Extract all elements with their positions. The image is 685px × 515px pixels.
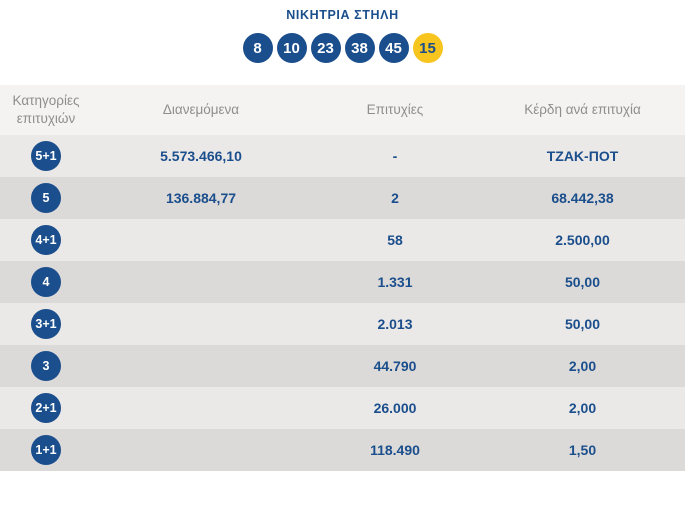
header-winners: Επιτυχίες bbox=[366, 101, 424, 117]
winning-number-ball-2: 10 bbox=[276, 33, 307, 63]
header-categories: Κατηγορίες επιτυχιών bbox=[12, 92, 80, 126]
prize-value: 2,00 bbox=[568, 400, 597, 416]
prize-value: 2,00 bbox=[568, 358, 597, 374]
winning-number-ball-3: 23 bbox=[310, 33, 341, 63]
category-badge: 4 bbox=[31, 267, 61, 297]
winning-number-ball-5: 45 bbox=[378, 33, 409, 63]
table-row: 5+1 5.573.466,10 - ΤΖΑΚ-ΠΟΤ bbox=[0, 135, 685, 177]
prize-value: 1,50 bbox=[568, 442, 597, 458]
table-row: 3+1 2.013 50,00 bbox=[0, 303, 685, 345]
winners-value: 58 bbox=[387, 232, 403, 248]
prize-value: 50,00 bbox=[564, 316, 601, 332]
table-row: 1+1 118.490 1,50 bbox=[0, 429, 685, 471]
table-row: 4+1 58 2.500,00 bbox=[0, 219, 685, 261]
winners-value: 2 bbox=[391, 190, 399, 206]
table-row: 3 44.790 2,00 bbox=[0, 345, 685, 387]
category-badge: 2+1 bbox=[31, 393, 61, 423]
winning-column-section: ΝΙΚΗΤΡΙΑ ΣΤΗΛΗ 8 10 23 38 45 15 bbox=[0, 0, 685, 63]
prize-value: 2.500,00 bbox=[555, 232, 610, 248]
prize-value: ΤΖΑΚ-ΠΟΤ bbox=[546, 148, 619, 164]
distributed-value: 136.884,77 bbox=[165, 190, 237, 206]
category-badge: 3 bbox=[31, 351, 61, 381]
winning-numbers: 8 10 23 38 45 15 bbox=[0, 33, 685, 63]
prize-table-header: Κατηγορίες επιτυχιών Διανεμόμενα Επιτυχί… bbox=[0, 85, 685, 135]
winners-value: 26.000 bbox=[373, 400, 417, 416]
table-row: 5 136.884,77 2 68.442,38 bbox=[0, 177, 685, 219]
joker-number-ball: 15 bbox=[412, 33, 443, 63]
winning-column-title: ΝΙΚΗΤΡΙΑ ΣΤΗΛΗ bbox=[286, 8, 399, 22]
winners-value: 44.790 bbox=[373, 358, 417, 374]
winning-number-ball-1: 8 bbox=[242, 33, 273, 63]
category-badge: 5+1 bbox=[31, 141, 61, 171]
category-badge: 3+1 bbox=[31, 309, 61, 339]
prize-value: 50,00 bbox=[564, 274, 601, 290]
distributed-value: 5.573.466,10 bbox=[160, 148, 242, 164]
winners-value: - bbox=[392, 148, 398, 164]
category-badge: 1+1 bbox=[31, 435, 61, 465]
table-row: 4 1.331 50,00 bbox=[0, 261, 685, 303]
winners-value: 118.490 bbox=[370, 442, 420, 458]
winners-value: 1.331 bbox=[377, 274, 413, 290]
winning-number-ball-4: 38 bbox=[344, 33, 375, 63]
prize-value: 68.442,38 bbox=[551, 190, 614, 206]
prize-table: Κατηγορίες επιτυχιών Διανεμόμενα Επιτυχί… bbox=[0, 85, 685, 471]
table-row: 2+1 26.000 2,00 bbox=[0, 387, 685, 429]
header-distributed: Διανεμόμενα bbox=[162, 101, 240, 117]
header-prize-per-win: Κέρδη ανά επιτυχία bbox=[524, 101, 641, 117]
winners-value: 2.013 bbox=[377, 316, 413, 332]
category-badge: 4+1 bbox=[31, 225, 61, 255]
category-badge: 5 bbox=[31, 183, 61, 213]
